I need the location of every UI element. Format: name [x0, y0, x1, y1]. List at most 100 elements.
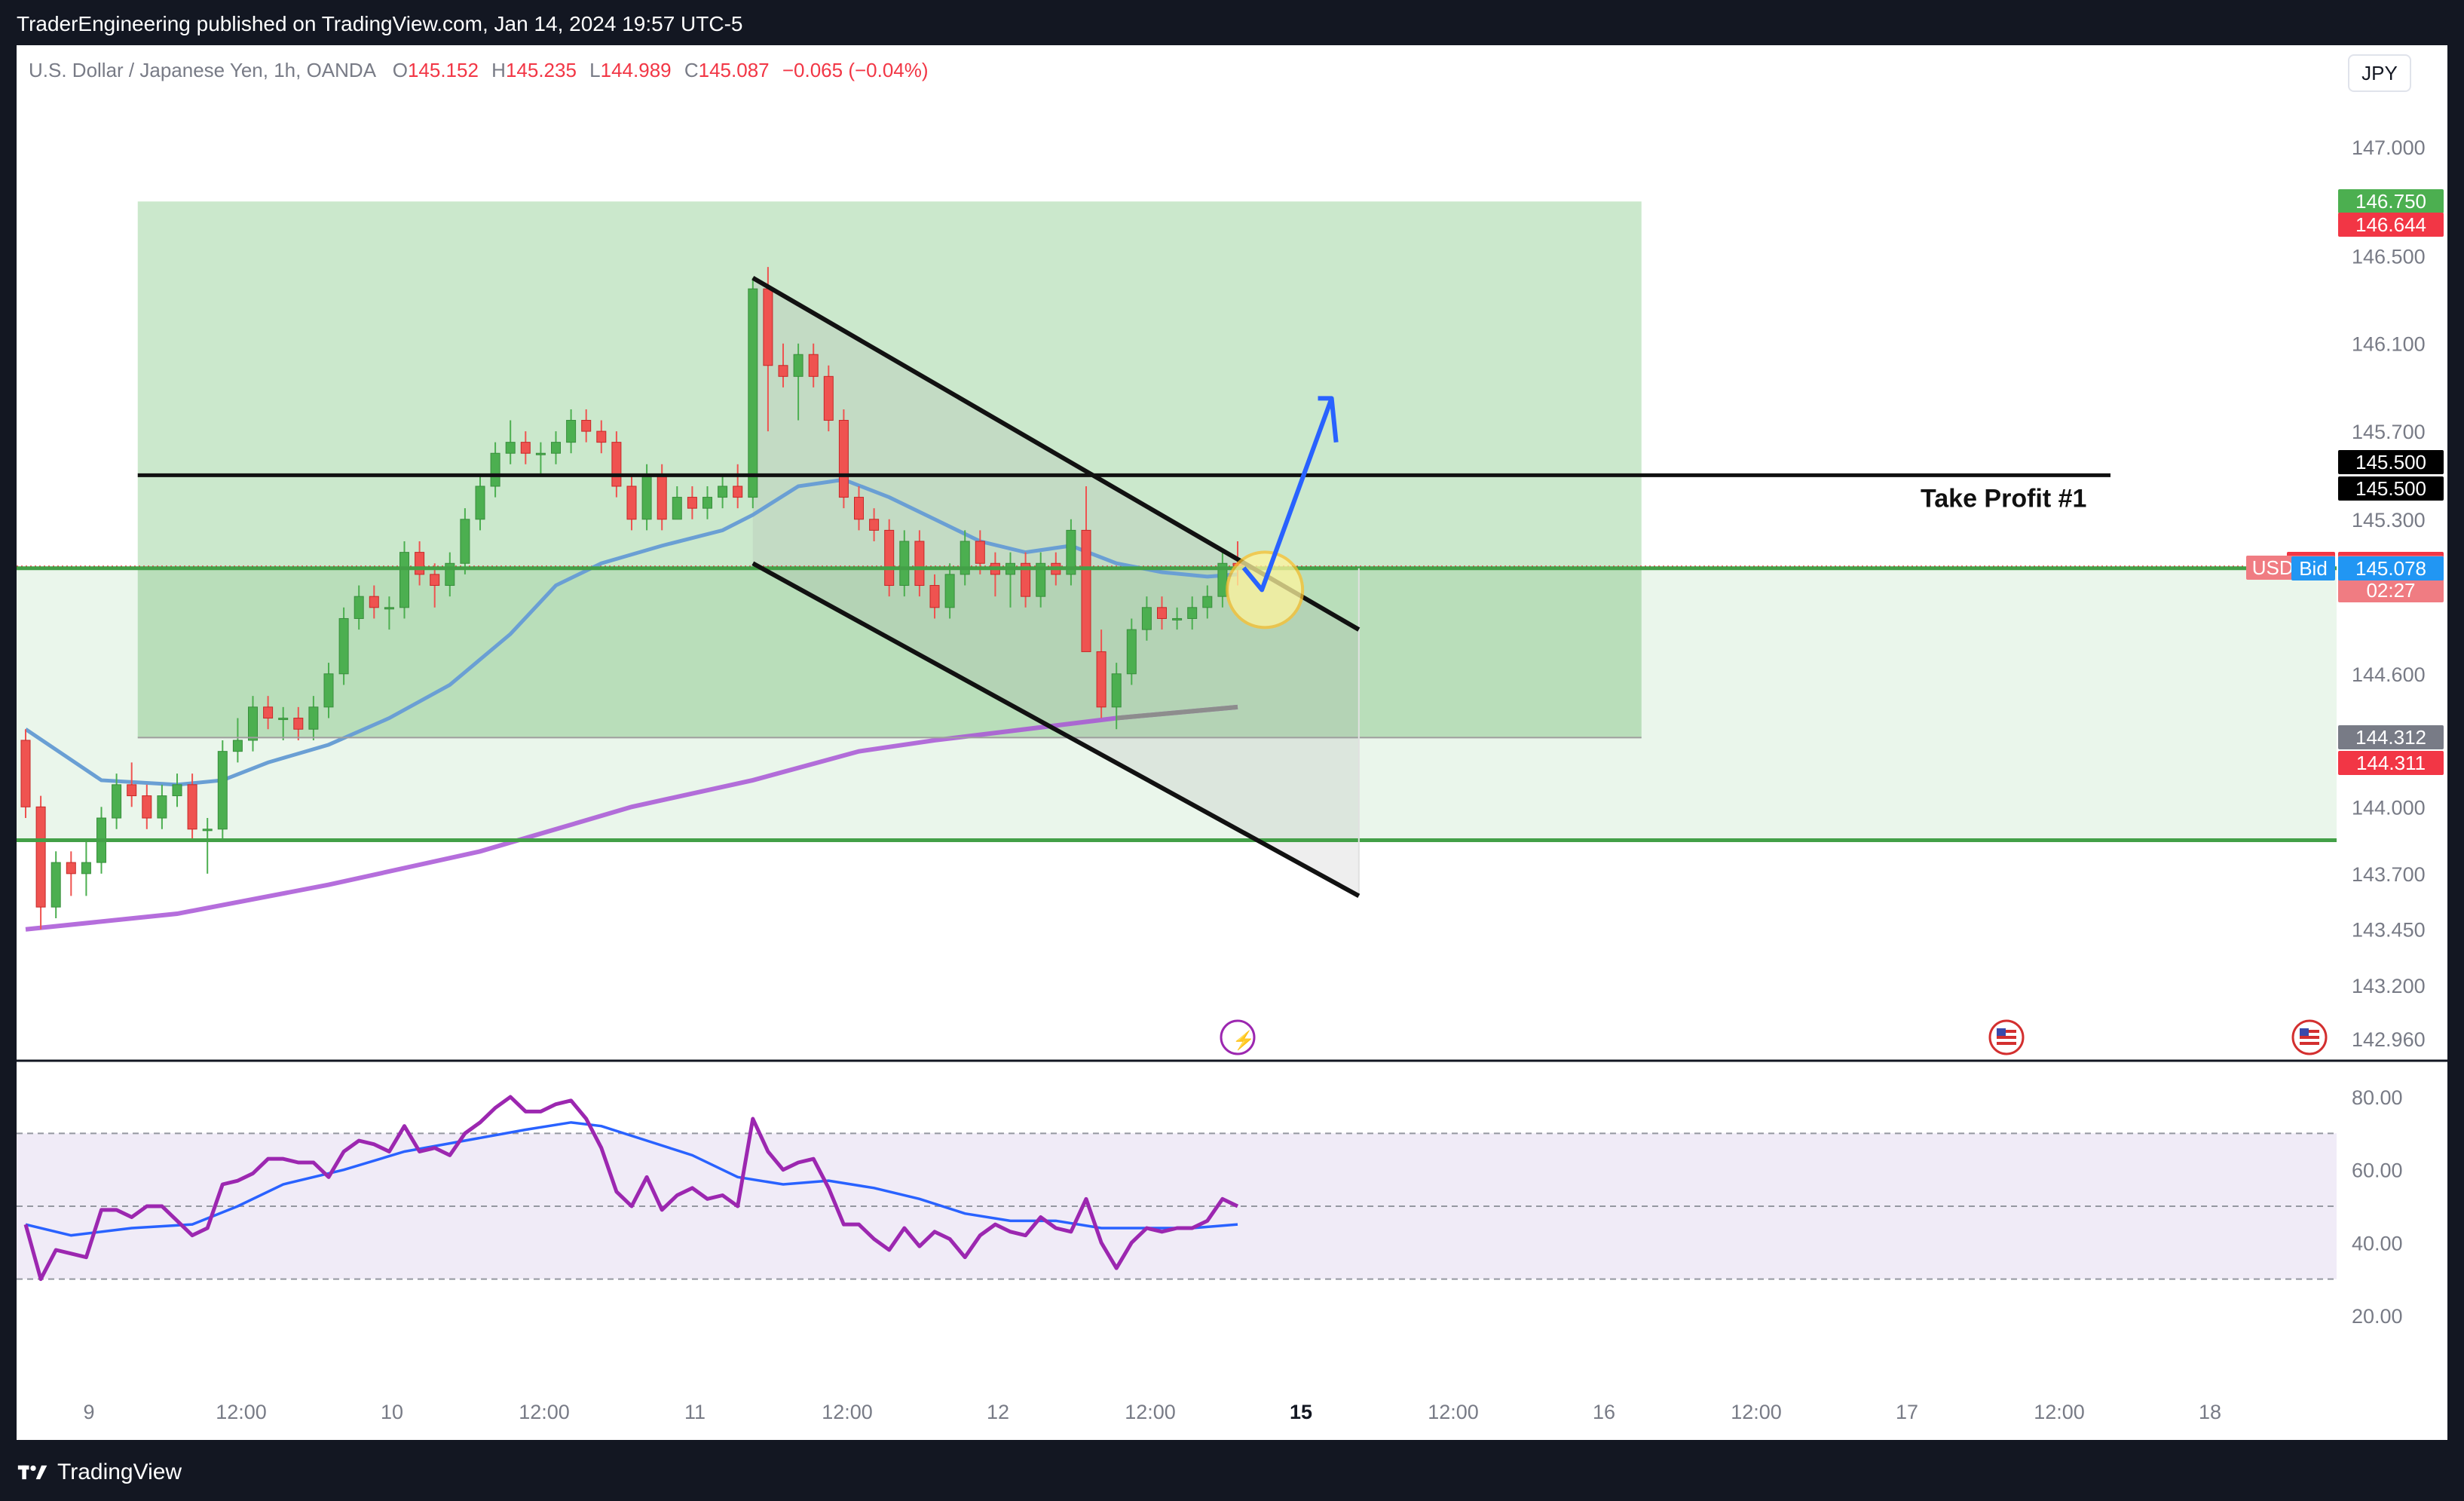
time-tick-label: 12:00 — [1731, 1401, 1782, 1423]
publish-bar: TraderEngineering published on TradingVi… — [0, 0, 2464, 45]
bid-label-tag: Bid — [2291, 556, 2335, 580]
candle-body — [581, 420, 592, 432]
candle-body — [733, 486, 743, 498]
candle-body — [914, 541, 925, 587]
channel-lower-line — [751, 561, 1361, 899]
open-value: 145.152 — [407, 59, 479, 81]
rsi-tick-label: 40.00 — [2352, 1232, 2403, 1254]
candle-body — [112, 784, 122, 819]
tradingview-brand[interactable]: TradingView — [17, 1460, 182, 1485]
candle-body — [35, 806, 46, 908]
candle-body — [808, 354, 819, 377]
candle-body — [384, 607, 394, 610]
candle-body — [899, 541, 910, 587]
price-tick-label: 143.200 — [2352, 975, 2426, 997]
flag-stripe — [1997, 1036, 2016, 1039]
price-tick-label: 146.100 — [2352, 333, 2426, 356]
tp-high2-tag: 146.644 — [2338, 212, 2444, 237]
candle-body — [1187, 607, 1198, 619]
candle-body — [1096, 651, 1107, 708]
candle-body — [490, 452, 500, 487]
time-tick-label: 17 — [1896, 1401, 1918, 1423]
candle-body — [535, 452, 546, 455]
close-label: C — [684, 59, 699, 81]
time-tick-label: 12:00 — [519, 1401, 570, 1423]
time-tick-label: 12:00 — [822, 1401, 873, 1423]
candle-body — [475, 486, 485, 520]
rsi-tick-label: 60.00 — [2352, 1159, 2403, 1182]
candle-body — [944, 574, 955, 608]
time-tick-label: 12 — [987, 1401, 1009, 1423]
level-1-tag: 145.500 — [2338, 450, 2444, 475]
event-marker — [1220, 1019, 1256, 1055]
tp-high-tag: 146.750 — [2338, 189, 2444, 214]
candle-body — [702, 497, 712, 509]
tradingview-logo-icon — [17, 1465, 47, 1480]
rsi-line — [23, 1095, 1239, 1282]
candle-body — [1111, 673, 1122, 708]
candle-body — [263, 706, 274, 719]
candle-body — [520, 442, 531, 454]
candle-body — [748, 288, 758, 498]
countdown-tag: 02:27 — [2338, 578, 2444, 603]
time-tick-label: 16 — [1593, 1401, 1615, 1423]
change-value: −0.065 (−0.04%) — [782, 59, 929, 81]
currency-button[interactable]: JPY — [2348, 54, 2411, 92]
candle-body — [430, 574, 440, 587]
candle-body — [232, 740, 243, 752]
price-tick-label: 143.450 — [2352, 919, 2426, 942]
flag-stripe — [1997, 1030, 2016, 1033]
high-label: H — [491, 59, 506, 81]
footer-bar — [0, 1440, 2464, 1501]
flag-stripe — [1997, 1042, 2016, 1045]
projection-arrow — [1241, 397, 1334, 593]
candle-body — [687, 497, 697, 509]
candle-body — [66, 862, 76, 875]
candle-body — [1141, 607, 1152, 630]
candle-body — [323, 673, 334, 708]
candle-body — [596, 430, 607, 443]
candle-body — [1081, 529, 1091, 652]
candle-body — [202, 829, 213, 832]
candle-body — [187, 784, 197, 830]
candle-body — [460, 519, 470, 564]
flag-stripe — [2300, 1036, 2319, 1039]
candle-body — [142, 795, 152, 819]
candle-body — [884, 529, 895, 587]
candle-body — [672, 497, 682, 520]
high-value: 145.235 — [505, 59, 577, 81]
candle-body — [172, 784, 182, 797]
time-tick-label: 15 — [1290, 1401, 1312, 1423]
close-value: 145.087 — [698, 59, 770, 81]
candle-body — [293, 718, 304, 730]
candle-body — [157, 795, 167, 819]
candle-body — [1036, 562, 1046, 597]
lightning-icon: ⚡ — [1232, 1030, 1255, 1051]
publisher-line: TraderEngineering published on TradingVi… — [17, 12, 743, 35]
price-tick-label: 145.700 — [2352, 421, 2426, 443]
candle-body — [1202, 596, 1213, 608]
candle-body — [1066, 529, 1076, 575]
candle-body — [854, 497, 864, 520]
candle-body — [793, 354, 803, 377]
candle-body — [505, 442, 516, 454]
price-tick-label: 145.300 — [2352, 509, 2426, 531]
projection-arrowhead — [1318, 396, 1339, 443]
candle-body — [778, 365, 788, 377]
rsi-tick-label: 80.00 — [2352, 1086, 2403, 1109]
take-profit-label: Take Profit #1 — [1921, 484, 2086, 513]
price-tick-label: 142.960 — [2352, 1028, 2426, 1051]
low-1-tag: 144.312 — [2338, 725, 2444, 750]
candle-body — [278, 718, 289, 721]
candle-body — [823, 375, 834, 421]
channel-fill — [752, 277, 1359, 896]
candle-body — [611, 442, 622, 487]
candle-body — [308, 706, 319, 730]
price-tick-label: 144.000 — [2352, 796, 2426, 819]
candle-body — [1126, 629, 1137, 675]
candle-body — [1157, 607, 1167, 619]
candle-body — [960, 541, 970, 575]
time-tick-label: 12:00 — [1125, 1401, 1176, 1423]
flag-canton — [2300, 1028, 2309, 1036]
